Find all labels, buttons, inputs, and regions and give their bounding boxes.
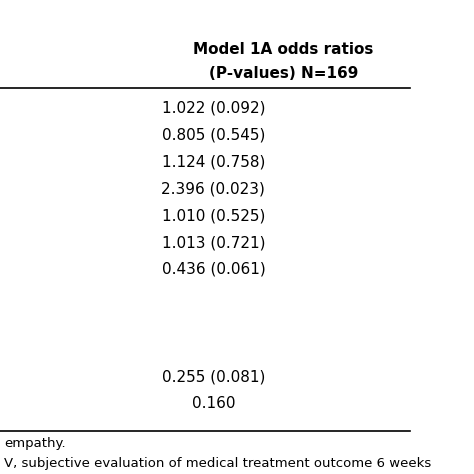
- Text: (P-values) N=169: (P-values) N=169: [209, 66, 358, 81]
- Text: 0.436 (0.061): 0.436 (0.061): [162, 262, 265, 277]
- Text: 1.010 (0.525): 1.010 (0.525): [162, 208, 265, 223]
- Text: empathy.: empathy.: [4, 437, 66, 450]
- Text: 0.160: 0.160: [191, 396, 235, 411]
- Text: 1.013 (0.721): 1.013 (0.721): [162, 235, 265, 250]
- Text: 1.022 (0.092): 1.022 (0.092): [162, 101, 265, 116]
- Text: 1.124 (0.758): 1.124 (0.758): [162, 155, 265, 169]
- Text: 2.396 (0.023): 2.396 (0.023): [162, 182, 265, 196]
- Text: 0.805 (0.545): 0.805 (0.545): [162, 128, 265, 143]
- Text: 0.255 (0.081): 0.255 (0.081): [162, 369, 265, 384]
- Text: Model 1A odds ratios: Model 1A odds ratios: [193, 42, 374, 57]
- Text: V, subjective evaluation of medical treatment outcome 6 weeks: V, subjective evaluation of medical trea…: [4, 456, 431, 470]
